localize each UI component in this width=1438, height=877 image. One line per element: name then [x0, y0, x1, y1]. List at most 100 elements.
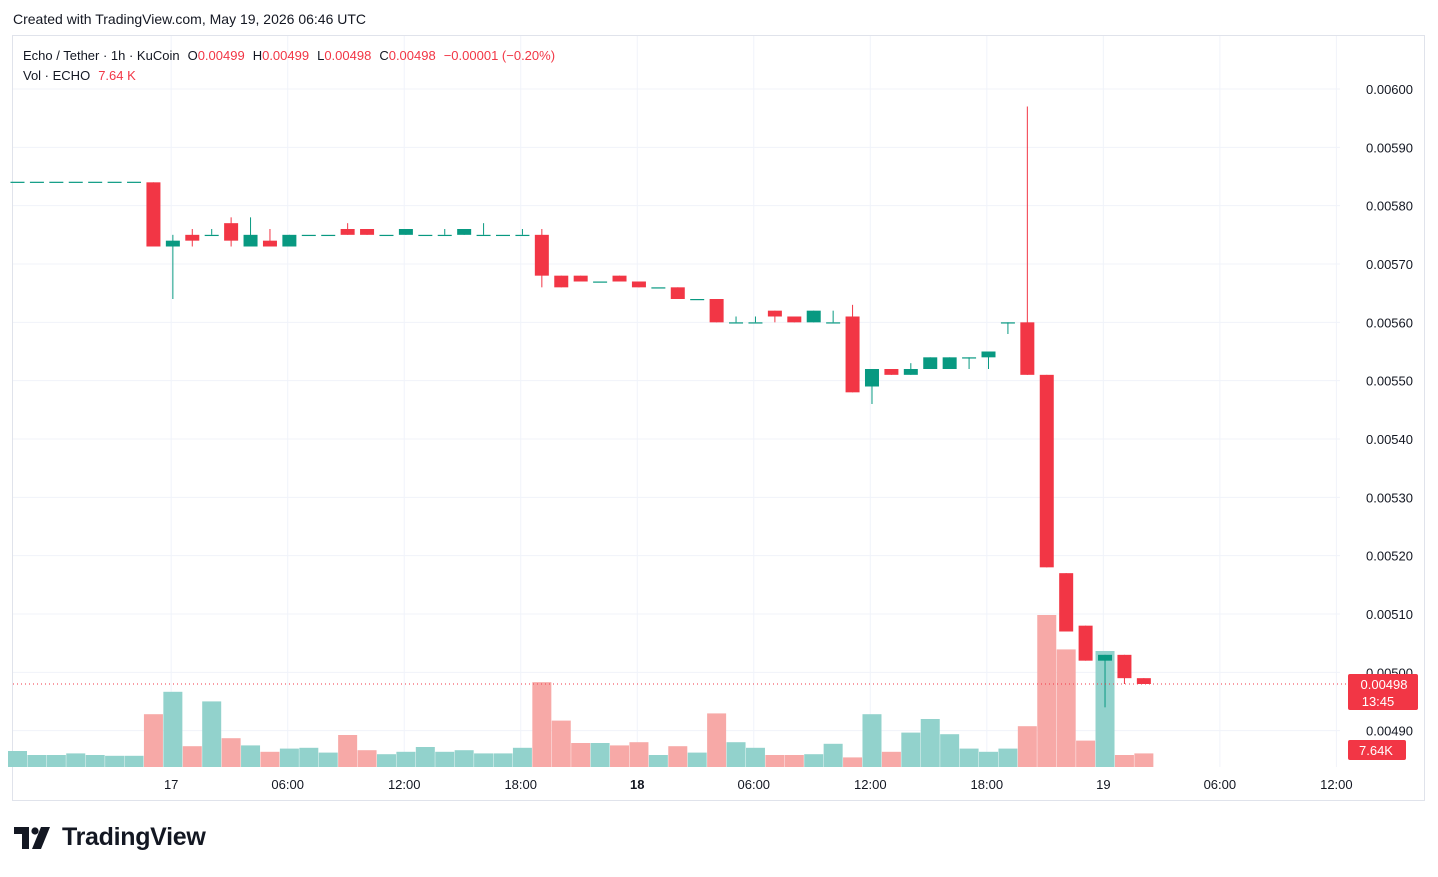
candle-body: [729, 322, 744, 324]
y-tick-label: 0.00510: [1366, 607, 1413, 622]
created-with-caption: Created with TradingView.com, May 19, 20…: [13, 11, 367, 27]
candle-body: [787, 316, 802, 323]
y-tick-label: 0.00490: [1366, 724, 1413, 739]
volume-tag-label: 7.64K: [1359, 743, 1393, 758]
volume-bar: [998, 748, 1018, 767]
y-tick-label: 0.00550: [1366, 374, 1413, 389]
candle-body: [1059, 573, 1074, 632]
candle-body: [534, 234, 549, 276]
open-label: O: [187, 48, 198, 63]
candle-body: [1117, 654, 1132, 679]
price-change: −0.00001 (−0.20%): [443, 48, 556, 63]
volume-bar: [784, 755, 804, 767]
volume-bar: [590, 743, 610, 767]
candle-body: [1136, 678, 1151, 684]
high-value: 0.00499: [262, 48, 310, 63]
candle-body: [321, 234, 336, 237]
candle-body: [651, 287, 666, 289]
candle-body: [631, 281, 646, 288]
candle-body: [340, 229, 355, 235]
volume-bar: [629, 742, 649, 767]
volume-bar: [571, 743, 591, 767]
last-price-label: 0.00498: [1361, 677, 1408, 692]
high-label: H: [252, 48, 263, 63]
x-tick-label: 18: [630, 777, 644, 792]
volume-bar: [396, 751, 416, 767]
tradingview-logo[interactable]: TradingView: [14, 823, 206, 852]
candle-body: [593, 281, 608, 283]
volume-bar: [143, 714, 163, 767]
candle-body: [360, 229, 375, 235]
close-value: 0.00498: [388, 48, 436, 63]
candle-body: [864, 369, 879, 387]
volume-bar: [182, 746, 202, 767]
candle-body: [398, 229, 413, 235]
volume-bar: [260, 751, 280, 767]
volume-bar: [979, 751, 998, 767]
volume-bar: [745, 747, 765, 767]
volume-bar: [532, 682, 552, 767]
candle-body: [612, 275, 627, 282]
candle-body: [554, 275, 569, 288]
open-value: 0.00499: [197, 48, 245, 63]
y-tick-label: 0.00590: [1366, 140, 1413, 155]
candle-body: [1000, 322, 1015, 324]
y-tick-label: 0.00580: [1366, 199, 1413, 214]
volume-bar: [241, 745, 261, 767]
low-value: 0.00498: [324, 48, 372, 63]
low-label: L: [317, 48, 325, 63]
volume-bar: [551, 720, 571, 767]
ohlc-legend-row[interactable]: Echo / Tether · 1h · KuCoin O 0.00499 H …: [23, 46, 555, 66]
candle-body: [379, 234, 394, 237]
volume-bar: [105, 755, 125, 767]
volume-bar: [648, 755, 668, 767]
volume-bar: [299, 747, 319, 767]
candle-body: [709, 299, 724, 323]
volume-bar: [687, 752, 707, 767]
candle-body: [690, 299, 705, 301]
candle-body: [826, 322, 841, 324]
volume-bar: [823, 743, 843, 767]
candle-body: [942, 357, 957, 369]
volume-label: Vol · ECHO: [23, 68, 91, 83]
volume-bar: [124, 755, 144, 767]
y-tick-label: 0.00540: [1366, 432, 1413, 447]
tradingview-logo-icon: [14, 826, 50, 849]
candle-body: [262, 240, 277, 247]
volume-bar: [1095, 651, 1115, 767]
volume-legend-row[interactable]: Vol · ECHO 7.64 K: [23, 66, 555, 86]
volume-bar: [415, 747, 435, 767]
volume-bar: [512, 747, 532, 767]
volume-bar: [1134, 753, 1154, 767]
candle-body: [767, 310, 782, 317]
candle-body: [903, 369, 918, 375]
x-tick-label: 19: [1096, 777, 1110, 792]
volume-bar: [279, 748, 299, 767]
x-tick-label: 18:00: [504, 777, 537, 792]
symbol-title[interactable]: Echo / Tether · 1h · KuCoin: [23, 48, 180, 63]
y-tick-label: 0.00560: [1366, 315, 1413, 330]
volume-bar: [163, 691, 183, 767]
tradingview-wordmark: TradingView: [62, 823, 206, 851]
candle-body: [1039, 374, 1054, 568]
volume-bar: [881, 751, 901, 767]
volume-bar: [1056, 649, 1076, 767]
volume-bar: [901, 732, 921, 767]
x-tick-label: 06:00: [1204, 777, 1237, 792]
volume-bar: [474, 753, 494, 767]
y-tick-label: 0.00530: [1366, 490, 1413, 505]
volume-bar: [202, 701, 222, 767]
volume-bar: [338, 735, 358, 767]
close-label: C: [379, 48, 389, 63]
chart-legend: Echo / Tether · 1h · KuCoin O 0.00499 H …: [23, 46, 555, 86]
volume-bar: [920, 719, 940, 767]
volume-bar: [610, 745, 630, 767]
volume-bar: [221, 738, 241, 767]
candle-body: [1020, 322, 1035, 375]
volume-bar: [959, 748, 979, 767]
chart-frame[interactable]: [12, 35, 1425, 801]
last-price-tag: [1348, 674, 1418, 710]
x-tick-label: 12:00: [1320, 777, 1353, 792]
candle-body: [301, 234, 316, 237]
